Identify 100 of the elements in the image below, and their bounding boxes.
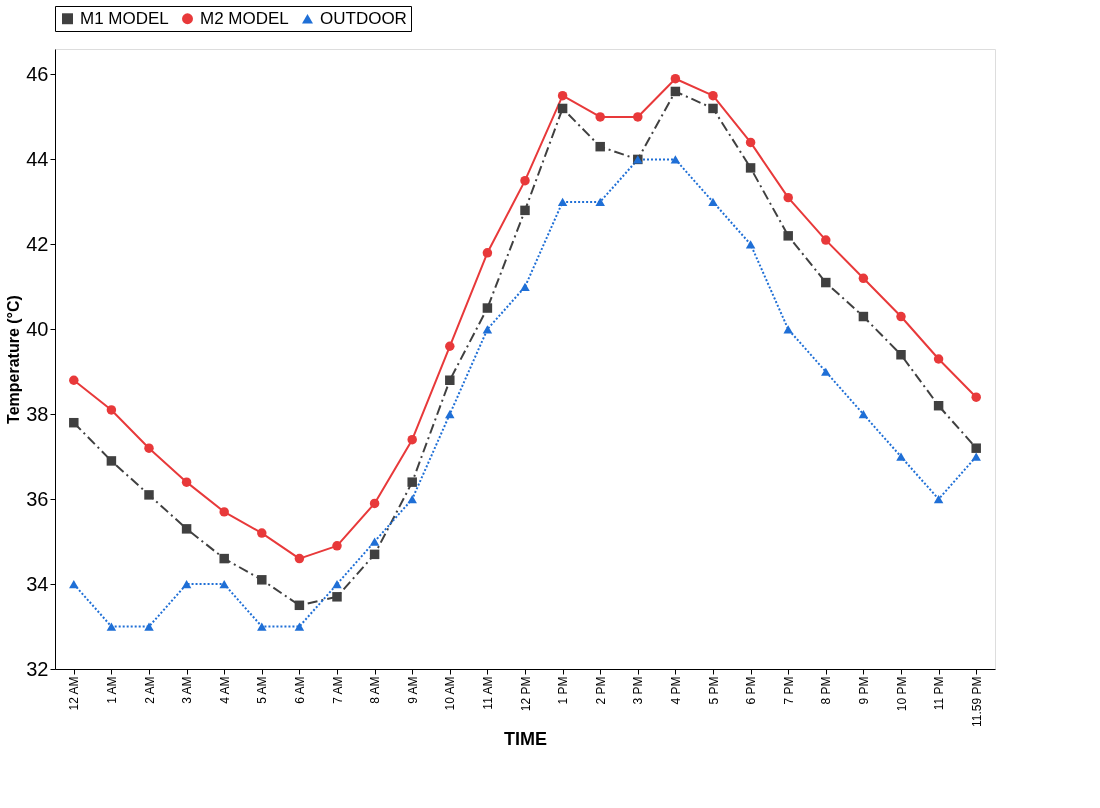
y-tick-label: 42 [26,232,49,255]
point [708,197,718,206]
point [181,524,192,534]
point [595,141,605,152]
point [369,549,380,560]
point [369,498,380,509]
point [520,282,530,291]
point [144,622,154,631]
legend-label: M1 MODEL [80,8,169,28]
point [971,452,981,461]
x-tick-label: 3 AM [180,676,195,704]
x-tick-label: 6 AM [292,676,307,704]
x-axis-title: TIME [504,728,547,749]
x-tick-label: 8 AM [368,676,383,704]
x-tick-label: 3 PM [631,676,646,705]
x-tick-label: 9 PM [856,676,871,705]
point [520,205,530,216]
point [294,553,305,564]
point [106,456,117,466]
point [257,528,267,538]
point [294,622,305,631]
point [821,235,831,245]
point [745,240,756,249]
point [783,325,793,334]
point [745,137,756,148]
x-tick-label: 5 AM [255,676,270,704]
point [369,537,380,546]
x-tick-label: 11 PM [932,676,947,711]
x-tick-label: 7 PM [781,676,796,705]
y-tick-label: 34 [26,572,49,595]
x-tick-label: 11.59 PM [969,676,984,727]
point [670,155,681,164]
point [181,579,192,589]
point [783,192,793,203]
x-tick-label: 10 PM [894,676,909,712]
y-tick-label: 46 [26,62,49,85]
point [219,507,229,517]
point [257,575,267,585]
point [332,541,342,551]
y-tick-label: 38 [26,402,49,425]
point [407,495,417,504]
x-tick-label: 5 PM [706,676,721,705]
y-axis-title: Temperature (°C) [5,295,23,424]
y-tick-label: 32 [26,657,49,680]
point [144,443,154,453]
point [181,477,192,487]
point [332,579,342,589]
x-tick-label: 11 AM [480,676,495,710]
point [144,490,154,500]
x-tick-label: 7 AM [330,676,345,704]
point [708,90,718,101]
point [708,103,718,114]
point [69,375,79,385]
point [69,417,79,428]
point [445,410,455,419]
point [482,303,493,313]
point [896,350,906,360]
point [219,579,229,589]
point [332,592,342,602]
x-tick-label: 2 AM [142,676,157,704]
point [821,277,831,288]
x-tick-label: 1 PM [556,676,571,705]
point [858,311,869,322]
y-tick-label: 36 [26,487,49,510]
point [482,325,493,334]
x-tick-label: 12 AM [67,676,82,711]
point [520,175,530,186]
x-tick-label: 9 AM [405,676,420,704]
point [858,410,869,419]
x-tick-label: 4 PM [668,676,683,705]
point [595,112,605,122]
point [933,354,944,364]
point [106,405,117,415]
point [557,197,568,206]
legend-label: M2 MODEL [200,8,289,28]
point [407,477,417,487]
x-tick-label: 1 AM [104,676,119,704]
x-tick-label: 10 AM [443,676,458,711]
x-tick-label: 12 PM [518,676,533,712]
point [294,600,305,611]
legend-label: OUTDOOR [320,8,407,28]
point [445,341,455,351]
point [219,553,229,564]
x-tick-label: 6 PM [744,676,759,705]
point [896,311,906,322]
point [595,197,605,206]
point [670,73,681,84]
point [933,400,944,411]
x-tick-label: 8 PM [819,676,834,705]
point [69,579,79,589]
point [858,273,869,284]
point [482,248,493,258]
point [783,231,793,241]
point [445,375,455,385]
y-tick-label: 40 [26,317,49,340]
point [670,86,681,97]
point [896,452,906,461]
point [821,367,831,376]
x-tick-label: 4 AM [217,676,232,704]
point [971,443,981,453]
